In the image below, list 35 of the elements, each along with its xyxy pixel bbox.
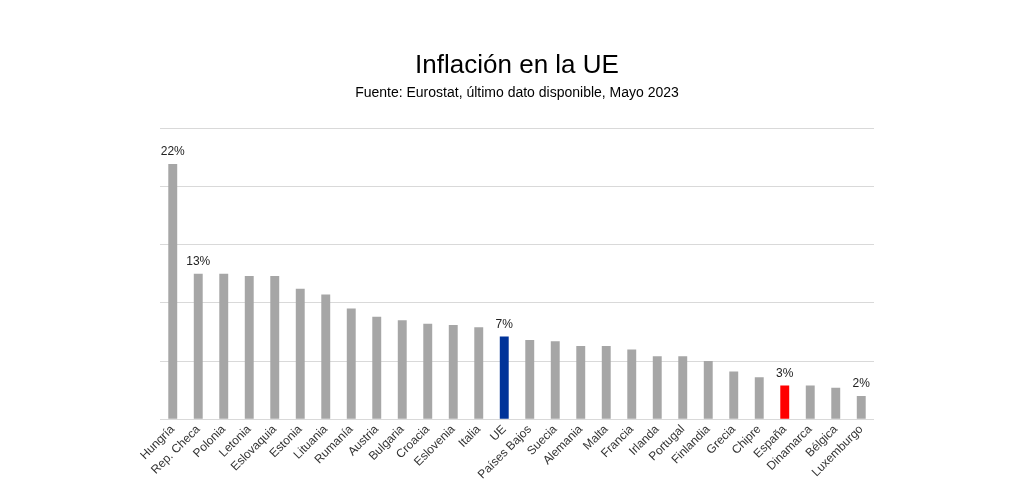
bar bbox=[729, 371, 739, 419]
bar bbox=[346, 308, 356, 419]
data-label: 3% bbox=[776, 365, 794, 380]
bar bbox=[270, 275, 280, 419]
bar bbox=[652, 356, 662, 419]
chart-title: Inflación en la UE bbox=[415, 48, 619, 79]
bar bbox=[550, 341, 560, 419]
bar bbox=[831, 387, 841, 419]
bar bbox=[703, 361, 713, 419]
bar bbox=[754, 377, 764, 419]
bar bbox=[244, 275, 254, 419]
data-label: 2% bbox=[852, 376, 871, 391]
bar bbox=[525, 340, 535, 419]
chart-subtitle: Fuente: Eurostat, último dato disponible, Mayo 2023 bbox=[355, 84, 680, 101]
bar bbox=[678, 356, 688, 419]
bar bbox=[372, 316, 382, 419]
bar bbox=[780, 385, 790, 419]
bar bbox=[601, 345, 611, 419]
bar bbox=[448, 324, 458, 419]
bar bbox=[168, 164, 178, 419]
bar bbox=[397, 320, 407, 419]
bar bbox=[423, 323, 433, 419]
bar bbox=[856, 395, 866, 419]
bar bbox=[321, 294, 331, 419]
data-label: 7% bbox=[495, 316, 514, 331]
bar bbox=[295, 288, 305, 419]
data-label: 22% bbox=[160, 144, 186, 159]
data-label: 13% bbox=[186, 253, 211, 268]
bar bbox=[576, 345, 586, 419]
bar bbox=[193, 273, 203, 419]
bar bbox=[474, 327, 484, 419]
bar bbox=[219, 273, 229, 419]
bar bbox=[499, 336, 509, 419]
bar bbox=[805, 385, 815, 419]
bar bbox=[627, 349, 637, 419]
